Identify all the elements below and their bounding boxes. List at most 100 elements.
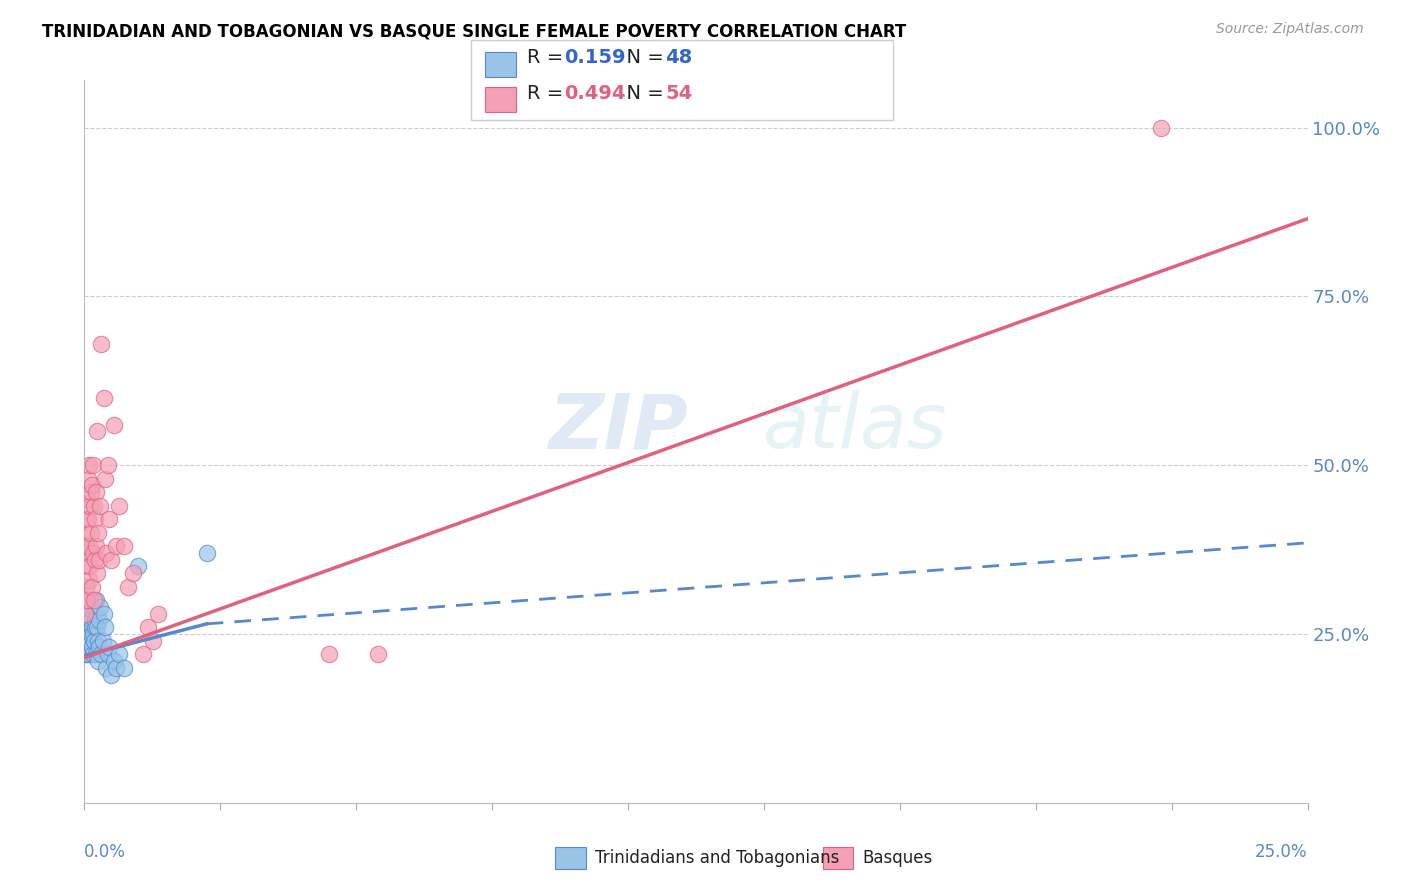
Point [90, 336, 112, 351]
Point [75, 647, 97, 661]
Text: R =: R = [527, 84, 569, 103]
Point [117, 580, 139, 594]
Point [82, 627, 104, 641]
Point [136, 620, 159, 634]
Point [367, 647, 389, 661]
Text: atlas: atlas [763, 390, 948, 464]
Point [82, 458, 104, 472]
Point [112, 539, 135, 553]
Point [80, 614, 103, 628]
Point [96, 546, 118, 560]
Point [76, 647, 98, 661]
Text: 0.0%: 0.0% [84, 843, 127, 861]
Point [107, 499, 129, 513]
Point [77, 458, 100, 472]
Point [76, 593, 98, 607]
Point [112, 661, 135, 675]
Point [76, 640, 98, 655]
Text: R =: R = [527, 48, 569, 68]
Point [94, 472, 117, 486]
Point [79, 593, 101, 607]
Point [96, 661, 118, 675]
Point [87, 614, 110, 628]
Point [84, 485, 107, 500]
Point [97, 458, 120, 472]
Point [87, 552, 110, 566]
Point [80, 640, 103, 655]
Point [86, 425, 108, 439]
Point [195, 546, 218, 560]
Point [93, 607, 115, 621]
Point [75, 580, 97, 594]
Point [80, 627, 103, 641]
Point [83, 593, 105, 607]
Point [77, 512, 100, 526]
Point [84, 647, 107, 661]
Point [84, 593, 107, 607]
Point [103, 417, 125, 432]
Point [86, 566, 108, 581]
Point [86, 633, 108, 648]
Point [142, 633, 165, 648]
Point [80, 525, 103, 540]
Point [97, 640, 120, 655]
Point [76, 627, 98, 641]
Text: 48: 48 [665, 48, 692, 68]
Point [87, 654, 110, 668]
Point [77, 633, 100, 648]
Text: 54: 54 [665, 84, 692, 103]
Point [91, 633, 114, 648]
Point [127, 559, 149, 574]
Point [122, 566, 145, 581]
Point [77, 539, 100, 553]
Point [83, 607, 105, 621]
Text: TRINIDADIAN AND TOBAGONIAN VS BASQUE SINGLE FEMALE POVERTY CORRELATION CHART: TRINIDADIAN AND TOBAGONIAN VS BASQUE SIN… [42, 22, 907, 40]
Point [86, 620, 108, 634]
Text: 0.494: 0.494 [564, 84, 626, 103]
Text: Source: ZipAtlas.com: Source: ZipAtlas.com [1216, 22, 1364, 37]
Point [105, 539, 128, 553]
Point [103, 654, 125, 668]
Point [79, 559, 101, 574]
Point [87, 640, 110, 655]
Point [76, 627, 98, 641]
Point [84, 512, 107, 526]
Point [76, 491, 98, 506]
Point [87, 525, 110, 540]
Point [77, 472, 100, 486]
Point [76, 559, 98, 574]
Point [80, 580, 103, 594]
Point [73, 593, 96, 607]
Point [89, 599, 111, 614]
Point [89, 499, 111, 513]
Point [105, 661, 128, 675]
Point [82, 620, 104, 634]
Point [75, 633, 97, 648]
Point [83, 552, 105, 566]
Point [76, 512, 98, 526]
Point [77, 573, 100, 587]
Point [75, 525, 97, 540]
Point [77, 647, 100, 661]
Point [93, 391, 115, 405]
Point [77, 620, 100, 634]
Point [84, 539, 107, 553]
Point [100, 552, 122, 566]
Point [83, 499, 105, 513]
Point [318, 647, 340, 661]
Point [79, 499, 101, 513]
Point [75, 539, 97, 553]
Point [82, 478, 104, 492]
Text: Trinidadians and Tobagonians: Trinidadians and Tobagonians [595, 849, 839, 867]
Text: 0.159: 0.159 [564, 48, 626, 68]
Point [97, 647, 120, 661]
Point [82, 647, 104, 661]
Text: ZIP: ZIP [550, 390, 689, 464]
Point [100, 667, 122, 681]
Point [77, 620, 100, 634]
Point [94, 620, 117, 634]
Text: 25.0%: 25.0% [1256, 843, 1308, 861]
Point [107, 647, 129, 661]
Text: N =: N = [614, 48, 671, 68]
Point [82, 546, 104, 560]
